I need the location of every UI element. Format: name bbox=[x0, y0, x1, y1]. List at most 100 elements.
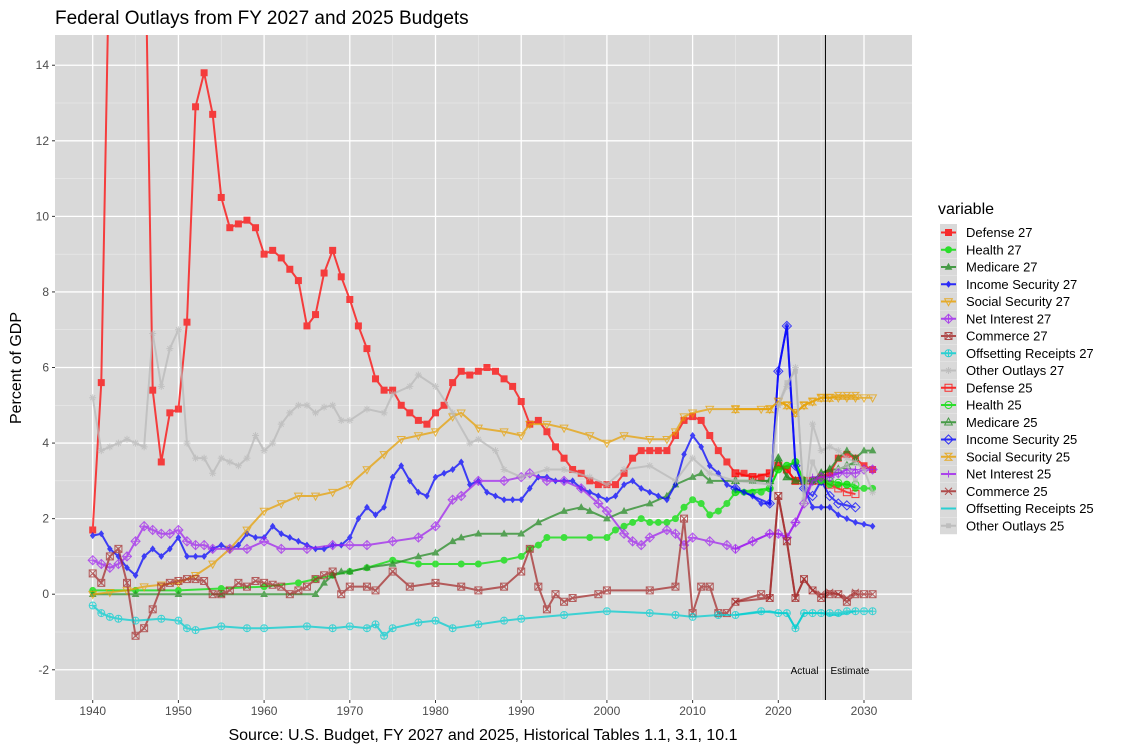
data-point bbox=[225, 586, 234, 595]
data-point bbox=[569, 466, 577, 474]
data-point bbox=[346, 622, 354, 630]
data-point bbox=[491, 447, 499, 455]
data-point bbox=[190, 540, 201, 550]
data-point bbox=[252, 224, 260, 232]
data-point bbox=[868, 464, 878, 475]
data-point bbox=[850, 394, 861, 403]
data-point bbox=[192, 454, 200, 462]
legend-item: Health 27 bbox=[940, 241, 1022, 259]
y-axis-ticks: -2 0 2 4 6 8 10 12 14 bbox=[36, 58, 55, 677]
data-point bbox=[602, 586, 611, 595]
data-point bbox=[824, 490, 835, 502]
data-point bbox=[235, 541, 242, 549]
data-point bbox=[783, 462, 791, 470]
data-point bbox=[791, 624, 799, 632]
data-point bbox=[714, 447, 722, 455]
data-point bbox=[868, 590, 877, 599]
data-point bbox=[517, 552, 525, 560]
data-point bbox=[243, 454, 251, 462]
data-point bbox=[260, 624, 268, 632]
data-point bbox=[662, 435, 672, 445]
data-point bbox=[89, 602, 97, 610]
data-point bbox=[140, 624, 148, 633]
data-point bbox=[774, 491, 783, 500]
data-point bbox=[337, 416, 345, 424]
data-point bbox=[260, 250, 268, 258]
data-point bbox=[97, 379, 105, 387]
data-point bbox=[242, 544, 252, 554]
legend-swatch bbox=[941, 313, 956, 325]
data-point bbox=[414, 552, 423, 560]
data-point bbox=[945, 470, 952, 478]
data-point bbox=[474, 367, 482, 375]
legend-title: variable bbox=[938, 201, 994, 218]
data-point bbox=[123, 435, 131, 443]
x-tick-label: 1940 bbox=[79, 704, 106, 718]
estimate-label: Estimate bbox=[830, 666, 869, 677]
data-point bbox=[276, 544, 286, 554]
data-point bbox=[943, 417, 954, 426]
data-point bbox=[809, 609, 817, 617]
data-point bbox=[208, 590, 217, 599]
data-point bbox=[800, 609, 808, 617]
data-point bbox=[850, 502, 861, 513]
data-point bbox=[833, 498, 844, 509]
data-point bbox=[414, 619, 422, 627]
data-point bbox=[843, 481, 851, 489]
data-point bbox=[945, 349, 952, 357]
data-point bbox=[841, 500, 853, 511]
data-point bbox=[388, 567, 397, 576]
data-point bbox=[208, 590, 217, 599]
data-point bbox=[131, 631, 140, 640]
data-point bbox=[816, 394, 826, 403]
data-point bbox=[217, 622, 225, 630]
data-point bbox=[287, 534, 293, 542]
data-point bbox=[749, 488, 757, 496]
data-point bbox=[834, 590, 843, 599]
data-point bbox=[764, 498, 775, 509]
data-point bbox=[337, 273, 345, 281]
data-point bbox=[303, 582, 311, 591]
data-point bbox=[191, 575, 200, 584]
data-point bbox=[372, 511, 379, 519]
data-point bbox=[645, 532, 655, 543]
data-point bbox=[859, 394, 869, 403]
data-point bbox=[689, 454, 697, 462]
data-point bbox=[551, 590, 560, 599]
data-point bbox=[774, 462, 782, 470]
data-point bbox=[637, 447, 645, 455]
data-point bbox=[165, 529, 175, 539]
legend-label: Health 25 bbox=[966, 398, 1022, 413]
data-point bbox=[603, 586, 611, 595]
data-point bbox=[312, 409, 320, 417]
data-point bbox=[731, 477, 739, 485]
data-point bbox=[782, 401, 792, 411]
data-point bbox=[731, 469, 739, 477]
data-point bbox=[817, 447, 825, 455]
data-point bbox=[88, 590, 98, 600]
data-point bbox=[149, 329, 157, 337]
data-point bbox=[560, 466, 568, 474]
data-point bbox=[173, 525, 183, 535]
data-point bbox=[183, 624, 191, 632]
legend-swatch bbox=[941, 417, 956, 426]
data-point bbox=[654, 518, 662, 526]
data-point bbox=[362, 466, 372, 475]
data-point bbox=[723, 458, 731, 466]
legend-item: Health 25 bbox=[940, 396, 1022, 414]
data-point bbox=[603, 607, 611, 615]
data-point bbox=[396, 435, 406, 445]
data-point bbox=[576, 483, 586, 493]
data-point bbox=[534, 416, 542, 424]
data-point bbox=[757, 590, 766, 599]
data-point bbox=[551, 590, 560, 599]
data-point bbox=[295, 537, 302, 545]
data-point bbox=[346, 295, 354, 303]
data-point bbox=[413, 532, 423, 543]
data-point bbox=[638, 484, 644, 492]
data-point bbox=[389, 624, 397, 632]
data-point bbox=[302, 582, 311, 591]
data-point bbox=[89, 394, 97, 402]
y-axis-label: Percent of GDP bbox=[8, 312, 25, 424]
x-tick-label: 1950 bbox=[165, 704, 192, 718]
